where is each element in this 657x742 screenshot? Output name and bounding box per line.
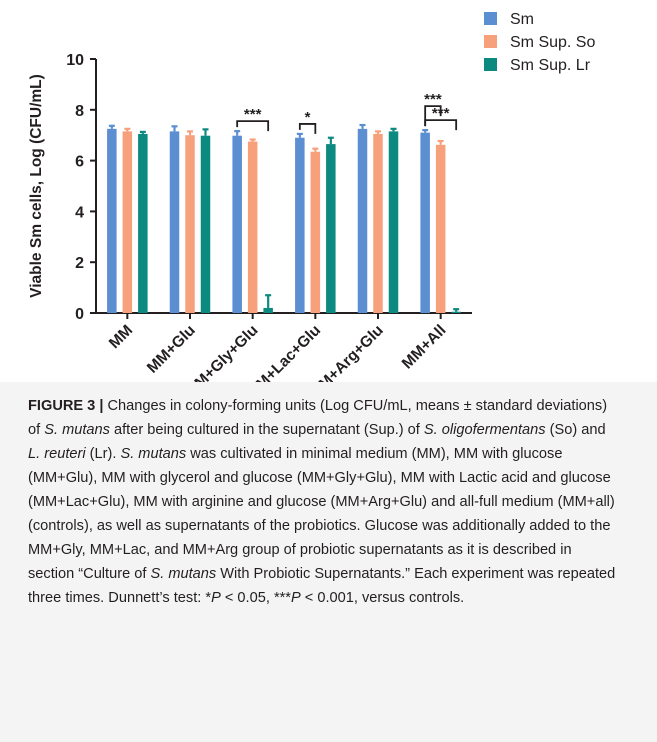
y-tick-label: 0 — [75, 306, 84, 323]
x-tick-label: MM+Glu — [144, 322, 199, 377]
legend-swatch — [484, 35, 497, 48]
chart-legend: Sm Sm Sup. So Sm Sup. Lr — [484, 11, 595, 74]
bar — [138, 133, 148, 313]
bar — [169, 131, 180, 313]
bar — [373, 133, 383, 313]
y-axis-label: Viable Sm cells, Log (CFU/mL) — [28, 74, 45, 298]
bar — [357, 128, 368, 313]
caption-segment: (So) and — [545, 422, 606, 438]
figure-caption: FIGURE 3 | Changes in colony-forming uni… — [0, 382, 657, 742]
y-tick-label: 8 — [75, 103, 84, 120]
bar — [232, 135, 242, 313]
chart-bars — [107, 123, 461, 313]
y-tick-label: 10 — [66, 52, 84, 69]
bar — [435, 144, 446, 313]
bar — [247, 141, 258, 313]
significance-label: * — [305, 109, 311, 126]
bar — [185, 135, 195, 313]
bar — [326, 144, 336, 313]
caption-text: Changes in colony-forming units (Log CFU… — [28, 398, 615, 606]
legend-swatch — [484, 12, 497, 25]
caption-segment: S. mutans — [44, 422, 110, 438]
bar — [122, 131, 133, 313]
caption-segment: P — [290, 590, 301, 606]
x-tick-label: MM — [106, 322, 136, 352]
legend-label: Sm — [510, 11, 534, 28]
bar — [107, 128, 117, 313]
y-tick-label: 4 — [75, 204, 84, 221]
bar — [388, 131, 399, 313]
x-tick-label: MM+All — [399, 322, 450, 373]
caption-segment: L. reuteri — [28, 446, 86, 462]
legend-swatch — [484, 58, 497, 71]
significance-annotations: *** * ****** — [236, 91, 458, 134]
bar — [310, 151, 321, 313]
figure-label: FIGURE 3 | — [28, 398, 104, 414]
caption-segment: Changes in colony-forming units (Log CFU… — [28, 398, 608, 438]
significance-label: *** — [244, 106, 262, 123]
bar — [200, 135, 211, 313]
legend-label: Sm Sup. So — [510, 34, 595, 51]
caption-segment: after being cultured in the supernatant … — [109, 422, 424, 438]
bar-chart: 0 2 4 6 8 10 Viable Sm cells, Log (CFU/mL) MM MM… — [28, 11, 595, 382]
significance-bracket — [298, 123, 317, 134]
bar — [420, 132, 430, 313]
caption-segment: With Probiotic Supernatants.” Each exper… — [28, 566, 616, 606]
caption-segment: S. oligofermentans — [423, 422, 546, 438]
legend-label: Sm Sup. Lr — [510, 57, 591, 74]
bar — [263, 307, 273, 313]
caption-segment: S. mutans — [150, 566, 217, 582]
significance-bracket — [236, 120, 270, 132]
bar — [295, 137, 305, 313]
caption-segment: P — [211, 590, 221, 606]
y-tick-label: 6 — [75, 154, 84, 171]
caption-segment: was cultivated in minimal medium (MM), M… — [28, 446, 615, 582]
y-tick-label: 2 — [75, 255, 84, 272]
caption-segment: S. mutans — [120, 446, 187, 462]
caption-segment: < 0.001, versus controls. — [300, 590, 465, 606]
significance-label: *** — [424, 91, 442, 108]
significance-bracket — [424, 105, 442, 127]
caption-segment: < 0.05, *** — [220, 590, 291, 606]
caption-segment: (Lr). — [85, 446, 121, 462]
bar — [451, 311, 461, 313]
